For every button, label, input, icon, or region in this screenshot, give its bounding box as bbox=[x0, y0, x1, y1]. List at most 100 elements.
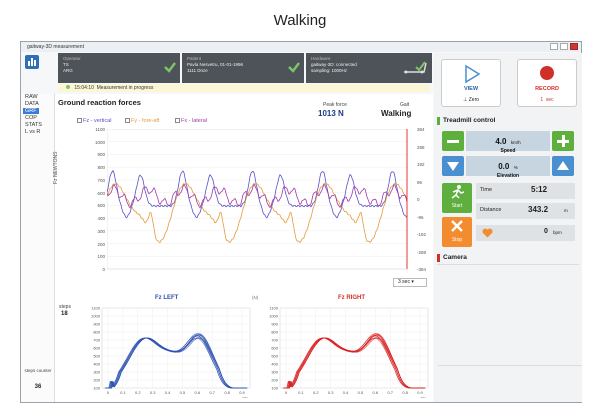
zero-button[interactable]: ⊥ Zero bbox=[462, 97, 480, 103]
patient-line2: 1111 Dnze bbox=[187, 68, 208, 73]
start-label: Start bbox=[451, 203, 463, 209]
foot-ytick: 600 bbox=[93, 346, 100, 351]
divider bbox=[438, 365, 582, 366]
foot-xtick: 0.8 bbox=[224, 390, 230, 395]
foot-ytick: 200 bbox=[271, 378, 278, 383]
foot-xtick: 0.7 bbox=[387, 390, 393, 395]
foot-ytick: 1100 bbox=[91, 306, 100, 311]
record-button[interactable]: RECORD 1 sec bbox=[517, 59, 577, 107]
legend-fy-checkbox[interactable]: Fy - fore-aft bbox=[125, 118, 159, 124]
sidebar-item-lvsr[interactable]: L vs R bbox=[25, 129, 41, 135]
elevation-decrease-button[interactable] bbox=[442, 156, 464, 176]
grf-ytick: 300 bbox=[97, 228, 105, 234]
peak-force-label: Peak force bbox=[323, 102, 347, 108]
grf-y2tick: 96 bbox=[417, 179, 423, 185]
stop-button[interactable]: Stop bbox=[442, 217, 472, 247]
running-person-icon bbox=[451, 185, 465, 199]
minimize-button[interactable] bbox=[550, 43, 558, 50]
record-seconds[interactable]: 1 sec bbox=[540, 97, 554, 103]
grf-ytick: 500 bbox=[97, 203, 105, 209]
operator-label: Operator bbox=[63, 56, 81, 61]
speed-label: Speed bbox=[500, 148, 516, 154]
sidebar-item-stats[interactable]: STATS bbox=[25, 122, 42, 128]
peak-force-value: 1013 N bbox=[318, 109, 344, 118]
step-curve bbox=[107, 337, 248, 389]
steps-counter-label: steps counter bbox=[24, 368, 52, 373]
grf-y2tick: -384 bbox=[417, 267, 427, 272]
foot-xunit: sec bbox=[421, 396, 427, 398]
step-curve bbox=[105, 333, 246, 389]
foot-xtick: 0.4 bbox=[343, 390, 349, 395]
speed-display: 4.0 km/h Speed bbox=[466, 131, 550, 154]
record-icon bbox=[540, 66, 554, 80]
speed-decrease-button[interactable] bbox=[442, 131, 464, 151]
foot-xtick: 0.5 bbox=[358, 390, 364, 395]
foot-xtick: 0.6 bbox=[373, 390, 379, 395]
operator-panel: Operator TS ARG bbox=[58, 53, 180, 83]
time-label: Time bbox=[480, 187, 493, 193]
sidebar-item-data[interactable]: DATA bbox=[25, 101, 39, 107]
start-button[interactable]: Start bbox=[442, 183, 472, 213]
speed-unit: km/h bbox=[510, 140, 521, 145]
hardware-label: Hardware bbox=[311, 56, 331, 61]
elevation-increase-button[interactable] bbox=[552, 156, 574, 176]
speed-increase-button[interactable] bbox=[552, 131, 574, 151]
legend-fx-checkbox[interactable]: Fx - lateral bbox=[175, 118, 207, 124]
sidebar-item-cop[interactable]: COP bbox=[25, 115, 37, 121]
distance-display: Distance 343.2 m bbox=[476, 203, 575, 219]
window-title: gaitway-3D measurement bbox=[27, 44, 84, 50]
play-icon bbox=[465, 64, 481, 84]
foot-xtick: 0 bbox=[285, 390, 288, 395]
steps-counter-value: 36 bbox=[34, 384, 42, 390]
foot-ytick: 200 bbox=[93, 378, 100, 383]
sidebar-item-grf[interactable]: GRF bbox=[23, 108, 39, 114]
foot-ytick: 300 bbox=[93, 370, 100, 375]
foot-xtick: 0.8 bbox=[402, 390, 408, 395]
close-button[interactable] bbox=[570, 43, 578, 50]
foot-ytick: 400 bbox=[93, 362, 100, 367]
grf-chart bbox=[107, 129, 408, 270]
status-dot-icon bbox=[66, 85, 70, 89]
grf-ytick: 700 bbox=[97, 177, 105, 183]
grf-ytick: 800 bbox=[97, 165, 105, 171]
grf-y2tick: 0 bbox=[417, 197, 420, 202]
legend-fz-checkbox[interactable]: Fz - vertical bbox=[77, 118, 111, 124]
grf-ytick: 200 bbox=[97, 241, 105, 247]
foot-xtick: 0.2 bbox=[135, 390, 141, 395]
step-curve bbox=[283, 333, 424, 389]
foot-xtick: 0.2 bbox=[313, 390, 319, 395]
patient-label: Patient bbox=[187, 56, 202, 61]
status-time: 15:04:10 bbox=[74, 85, 94, 91]
maximize-button[interactable] bbox=[560, 43, 568, 50]
app-logo-icon bbox=[25, 55, 39, 69]
foot-ytick: 1000 bbox=[91, 314, 101, 319]
grf-ytick: 100 bbox=[97, 254, 105, 260]
patient-panel: Patient Pavla Nesvetru, 01-01-1996 1111 … bbox=[182, 53, 304, 83]
time-value: 5:12 bbox=[531, 185, 548, 194]
grf-panel: Ground reaction forces Fz - vertical Fy … bbox=[53, 94, 433, 402]
grf-ytick: 900 bbox=[97, 152, 105, 158]
foot-xtick: 0.9 bbox=[239, 390, 245, 395]
grf-ytick: 1000 bbox=[94, 139, 105, 145]
foot-xtick: 0.7 bbox=[209, 390, 215, 395]
app-window: gaitway-3D measurement Operator TS ARG P… bbox=[20, 41, 582, 403]
grf-ytick: 400 bbox=[97, 216, 105, 222]
page-title: Walking bbox=[273, 12, 327, 29]
view-button[interactable]: VIEW ⊥ Zero bbox=[441, 59, 501, 107]
sidebar-item-raw[interactable]: RAW bbox=[25, 94, 38, 100]
grf-y2tick: 288 bbox=[417, 144, 425, 150]
grf-ytick: 600 bbox=[97, 190, 105, 196]
elevation-unit: % bbox=[513, 165, 518, 170]
record-label: RECORD bbox=[535, 86, 559, 92]
grf-y2tick: -288 bbox=[417, 249, 427, 255]
fz-trace bbox=[107, 169, 408, 219]
speed-value: 4.0 bbox=[495, 137, 507, 146]
stop-label: Stop bbox=[451, 237, 463, 243]
foot-xtick: 0.3 bbox=[328, 390, 334, 395]
foot-xtick: 0.4 bbox=[165, 390, 171, 395]
x-icon bbox=[451, 220, 463, 232]
legend-fx-label: Fx - lateral bbox=[181, 118, 207, 124]
window-select[interactable]: 3 sec ▾ bbox=[393, 278, 427, 287]
triangle-down-icon bbox=[447, 162, 459, 171]
